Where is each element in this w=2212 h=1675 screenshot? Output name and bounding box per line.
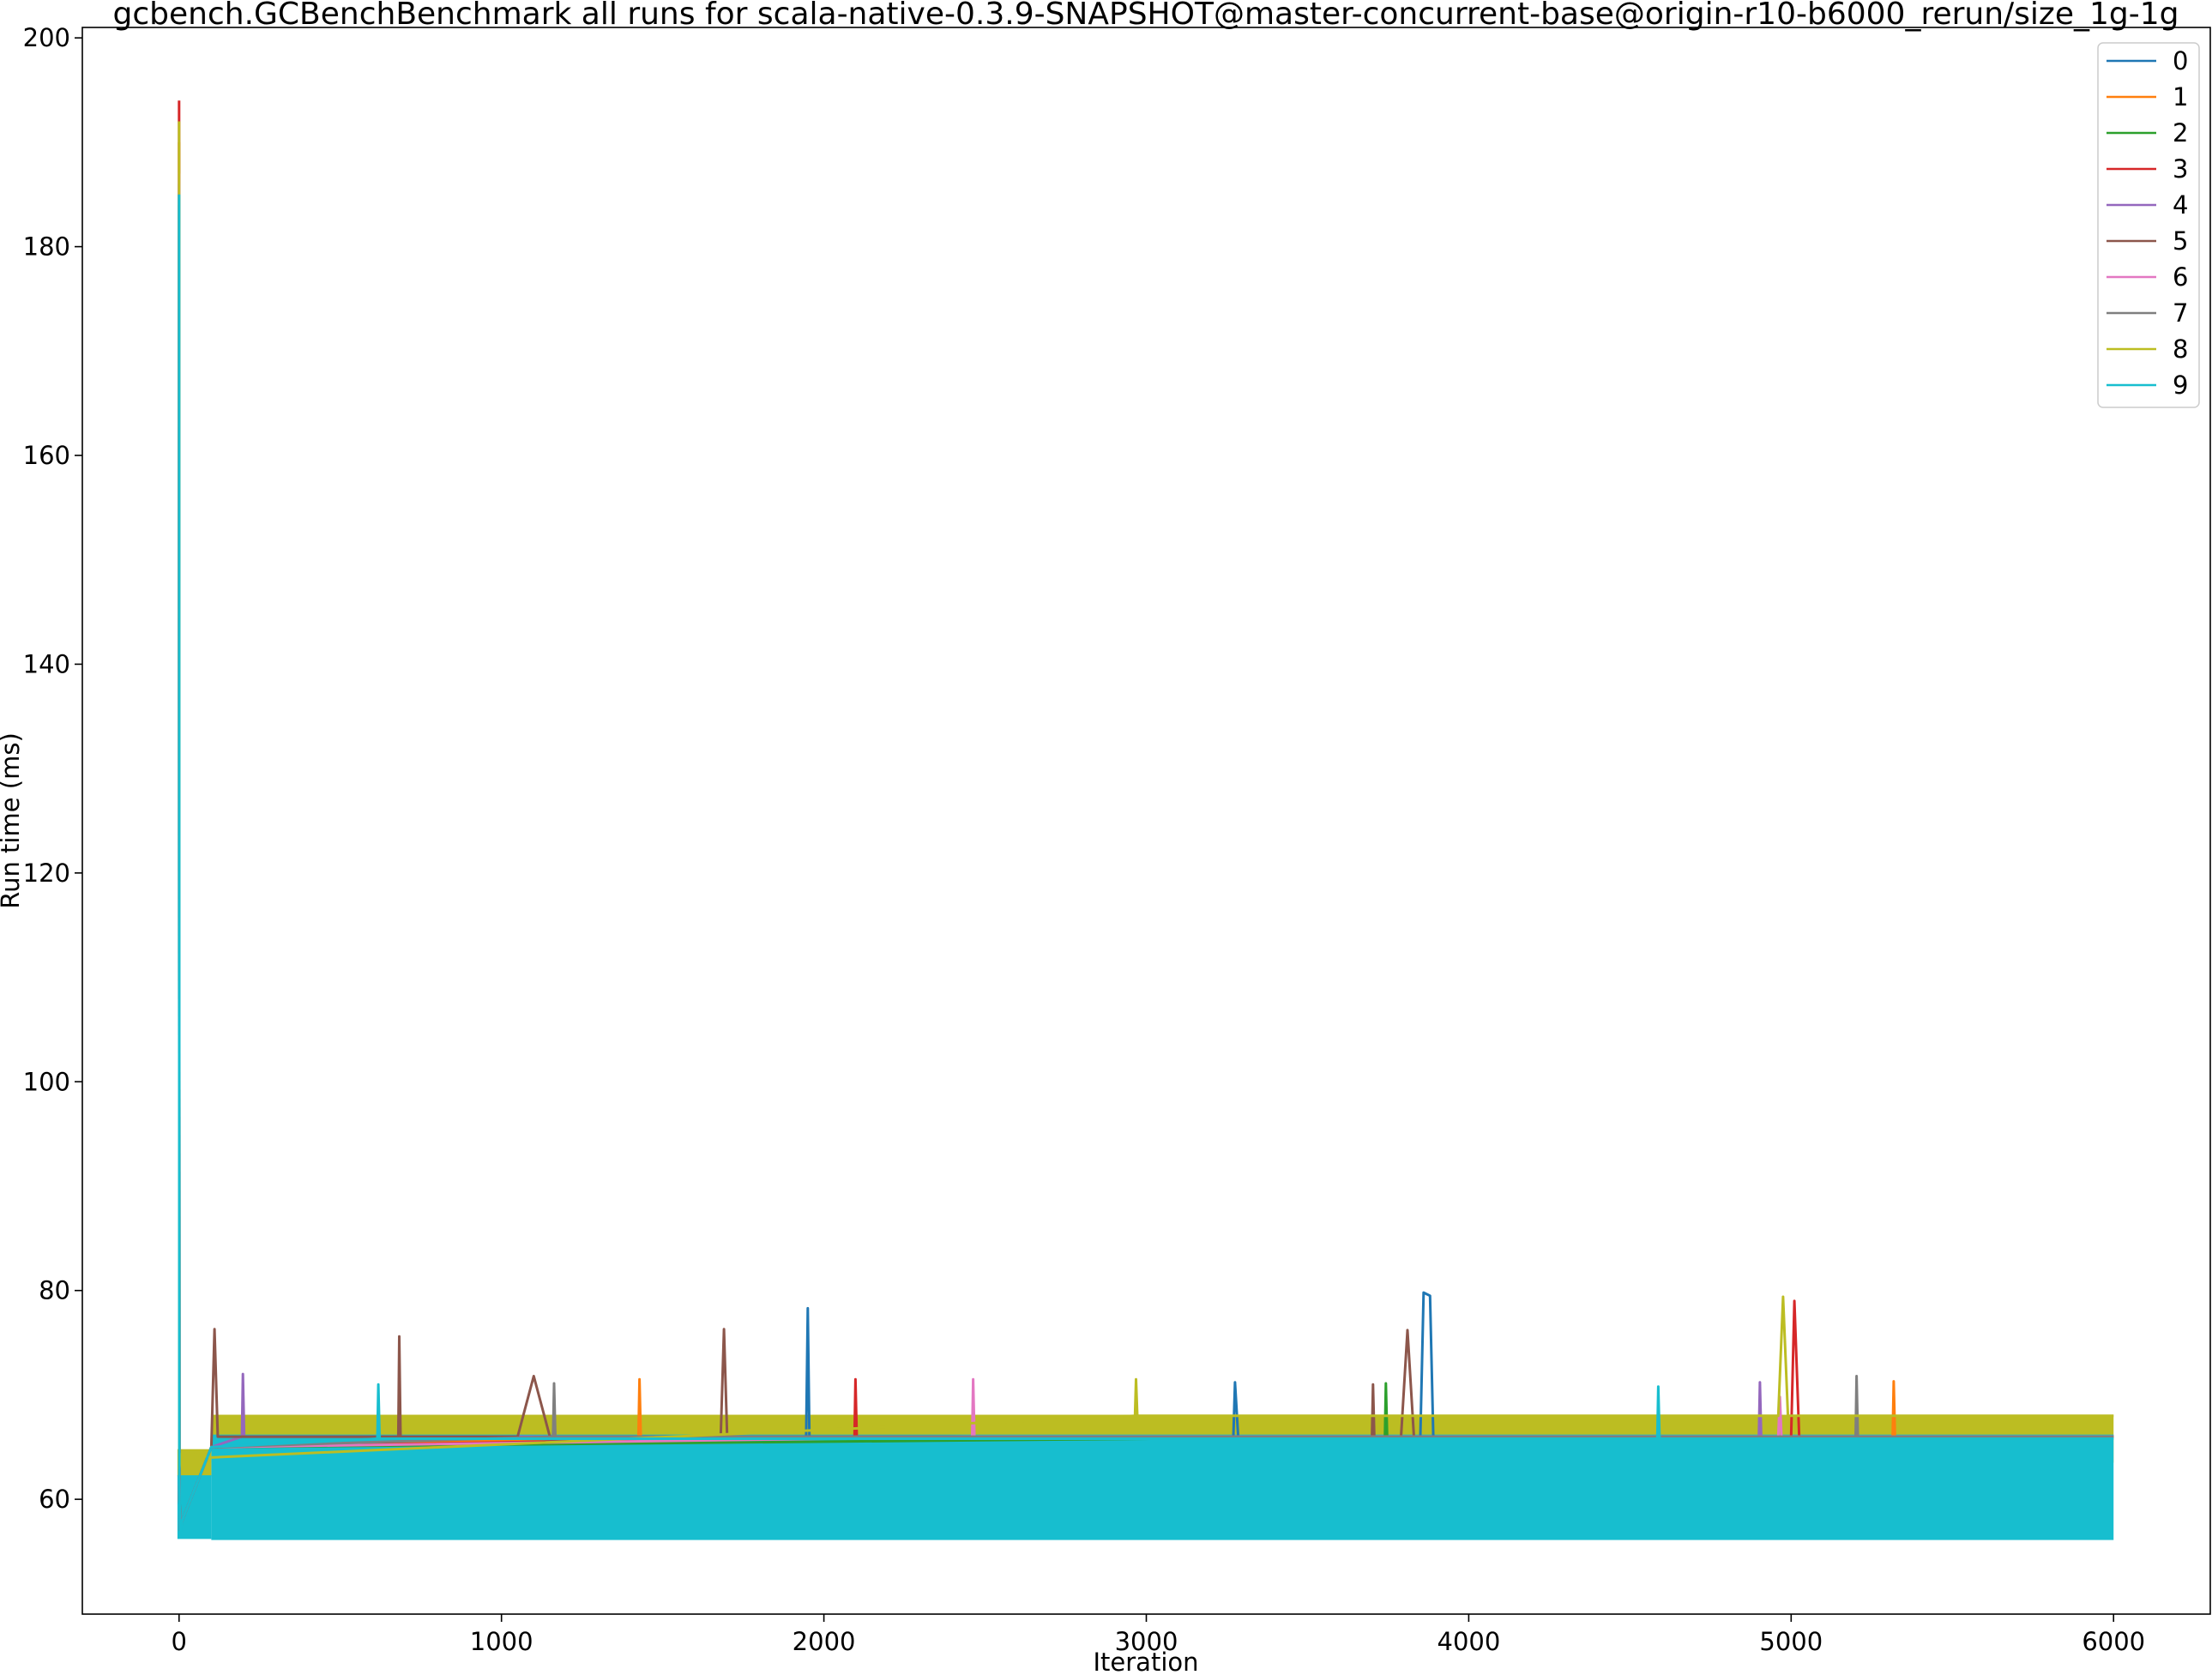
x-tick-label: 2000	[793, 1627, 856, 1656]
legend-label-2: 2	[2173, 118, 2188, 148]
series-lines	[178, 100, 2114, 1538]
x-tick-label: 3000	[1115, 1627, 1178, 1656]
y-tick-label: 120	[23, 859, 70, 888]
x-tick-label: 4000	[1437, 1627, 1501, 1656]
x-tick-label: 1000	[470, 1627, 533, 1656]
band-warmup-9	[177, 1475, 212, 1539]
x-tick-label: 6000	[2082, 1627, 2145, 1656]
y-tick-label: 100	[23, 1067, 70, 1096]
legend-label-0: 0	[2173, 46, 2188, 75]
y-tick-label: 140	[23, 649, 70, 678]
chart-title: gcbench.GCBenchBenchmark all runs for sc…	[113, 0, 2179, 32]
legend-label-3: 3	[2173, 154, 2188, 184]
y-tick-label: 160	[23, 441, 70, 470]
legend-label-1: 1	[2173, 82, 2188, 111]
y-axis-label: Run time (ms)	[0, 732, 25, 909]
band-series-9	[211, 1434, 2114, 1540]
series-line-9	[178, 194, 2114, 1538]
x-tick-label: 0	[172, 1627, 187, 1656]
legend-label-6: 6	[2173, 262, 2188, 292]
x-axis: 0 1000 2000 3000 4000 5000 6000	[172, 1614, 2145, 1656]
legend-label-8: 8	[2173, 334, 2188, 364]
x-axis-label: Iteration	[1093, 1648, 1198, 1675]
y-tick-label: 80	[39, 1276, 70, 1305]
y-tick-label: 180	[23, 232, 70, 262]
series-bands	[177, 1414, 2114, 1540]
legend-label-4: 4	[2173, 190, 2188, 220]
legend: 0 1 2 3 4 5 6 7 8 9	[2097, 42, 2200, 408]
legend-label-5: 5	[2173, 226, 2188, 256]
legend-label-9: 9	[2173, 371, 2188, 400]
legend-label-7: 7	[2173, 298, 2188, 328]
y-tick-label: 200	[23, 23, 70, 52]
x-tick-label: 5000	[1759, 1627, 1823, 1656]
y-tick-label: 60	[39, 1485, 70, 1514]
y-axis: 60 80 100 120 140 160 180 200	[23, 23, 82, 1514]
